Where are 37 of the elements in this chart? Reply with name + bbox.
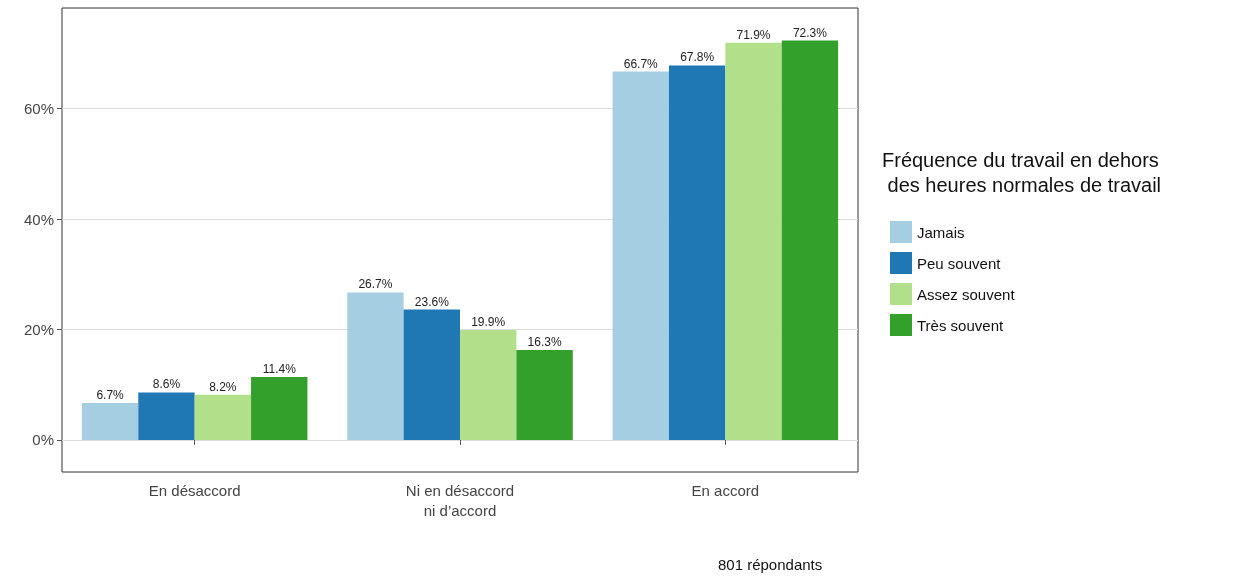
legend-label: Peu souvent xyxy=(917,254,1002,272)
x-tick-label: En désaccord xyxy=(148,481,241,499)
legend-label: Assez souvent xyxy=(917,285,1016,303)
bar xyxy=(668,65,726,440)
data-label: 71.9% xyxy=(736,27,771,42)
bar xyxy=(138,392,195,440)
bar xyxy=(251,376,308,440)
data-label: 72.3% xyxy=(792,25,828,40)
bar xyxy=(460,330,517,440)
bar xyxy=(516,349,573,440)
data-label: 8.2% xyxy=(209,379,237,394)
bar xyxy=(612,71,669,440)
bar xyxy=(403,309,460,440)
bar xyxy=(347,292,404,440)
data-label: 11.4% xyxy=(262,361,297,376)
x-tick-label: En accord xyxy=(691,481,760,499)
y-tick-label: 60% xyxy=(23,100,54,118)
data-label: 26.7% xyxy=(358,277,393,292)
y-tick-label: 20% xyxy=(23,320,54,338)
bar xyxy=(194,394,252,440)
data-label: 67.8% xyxy=(680,50,715,65)
data-label: 8.6% xyxy=(152,377,181,392)
legend-label: Jamais xyxy=(917,223,965,241)
data-label: 16.3% xyxy=(527,334,562,349)
legend-title: Fréquence du travail en dehors des heures normales de travail xyxy=(882,148,1162,196)
data-label: 19.9% xyxy=(471,315,506,330)
bar xyxy=(725,42,782,440)
y-tick-label: 0% xyxy=(32,431,54,449)
data-label: 66.7% xyxy=(623,56,659,71)
data-label: 23.6% xyxy=(414,294,450,309)
text: 801 répondants xyxy=(718,556,823,573)
bar xyxy=(781,40,839,440)
data-label: 6.7% xyxy=(96,387,125,402)
legend-label: Très souvent xyxy=(917,316,1004,334)
bar xyxy=(81,402,139,440)
x-tick-label: Ni en désaccord ni d’accord xyxy=(405,481,515,519)
y-tick-label: 40% xyxy=(23,210,54,228)
